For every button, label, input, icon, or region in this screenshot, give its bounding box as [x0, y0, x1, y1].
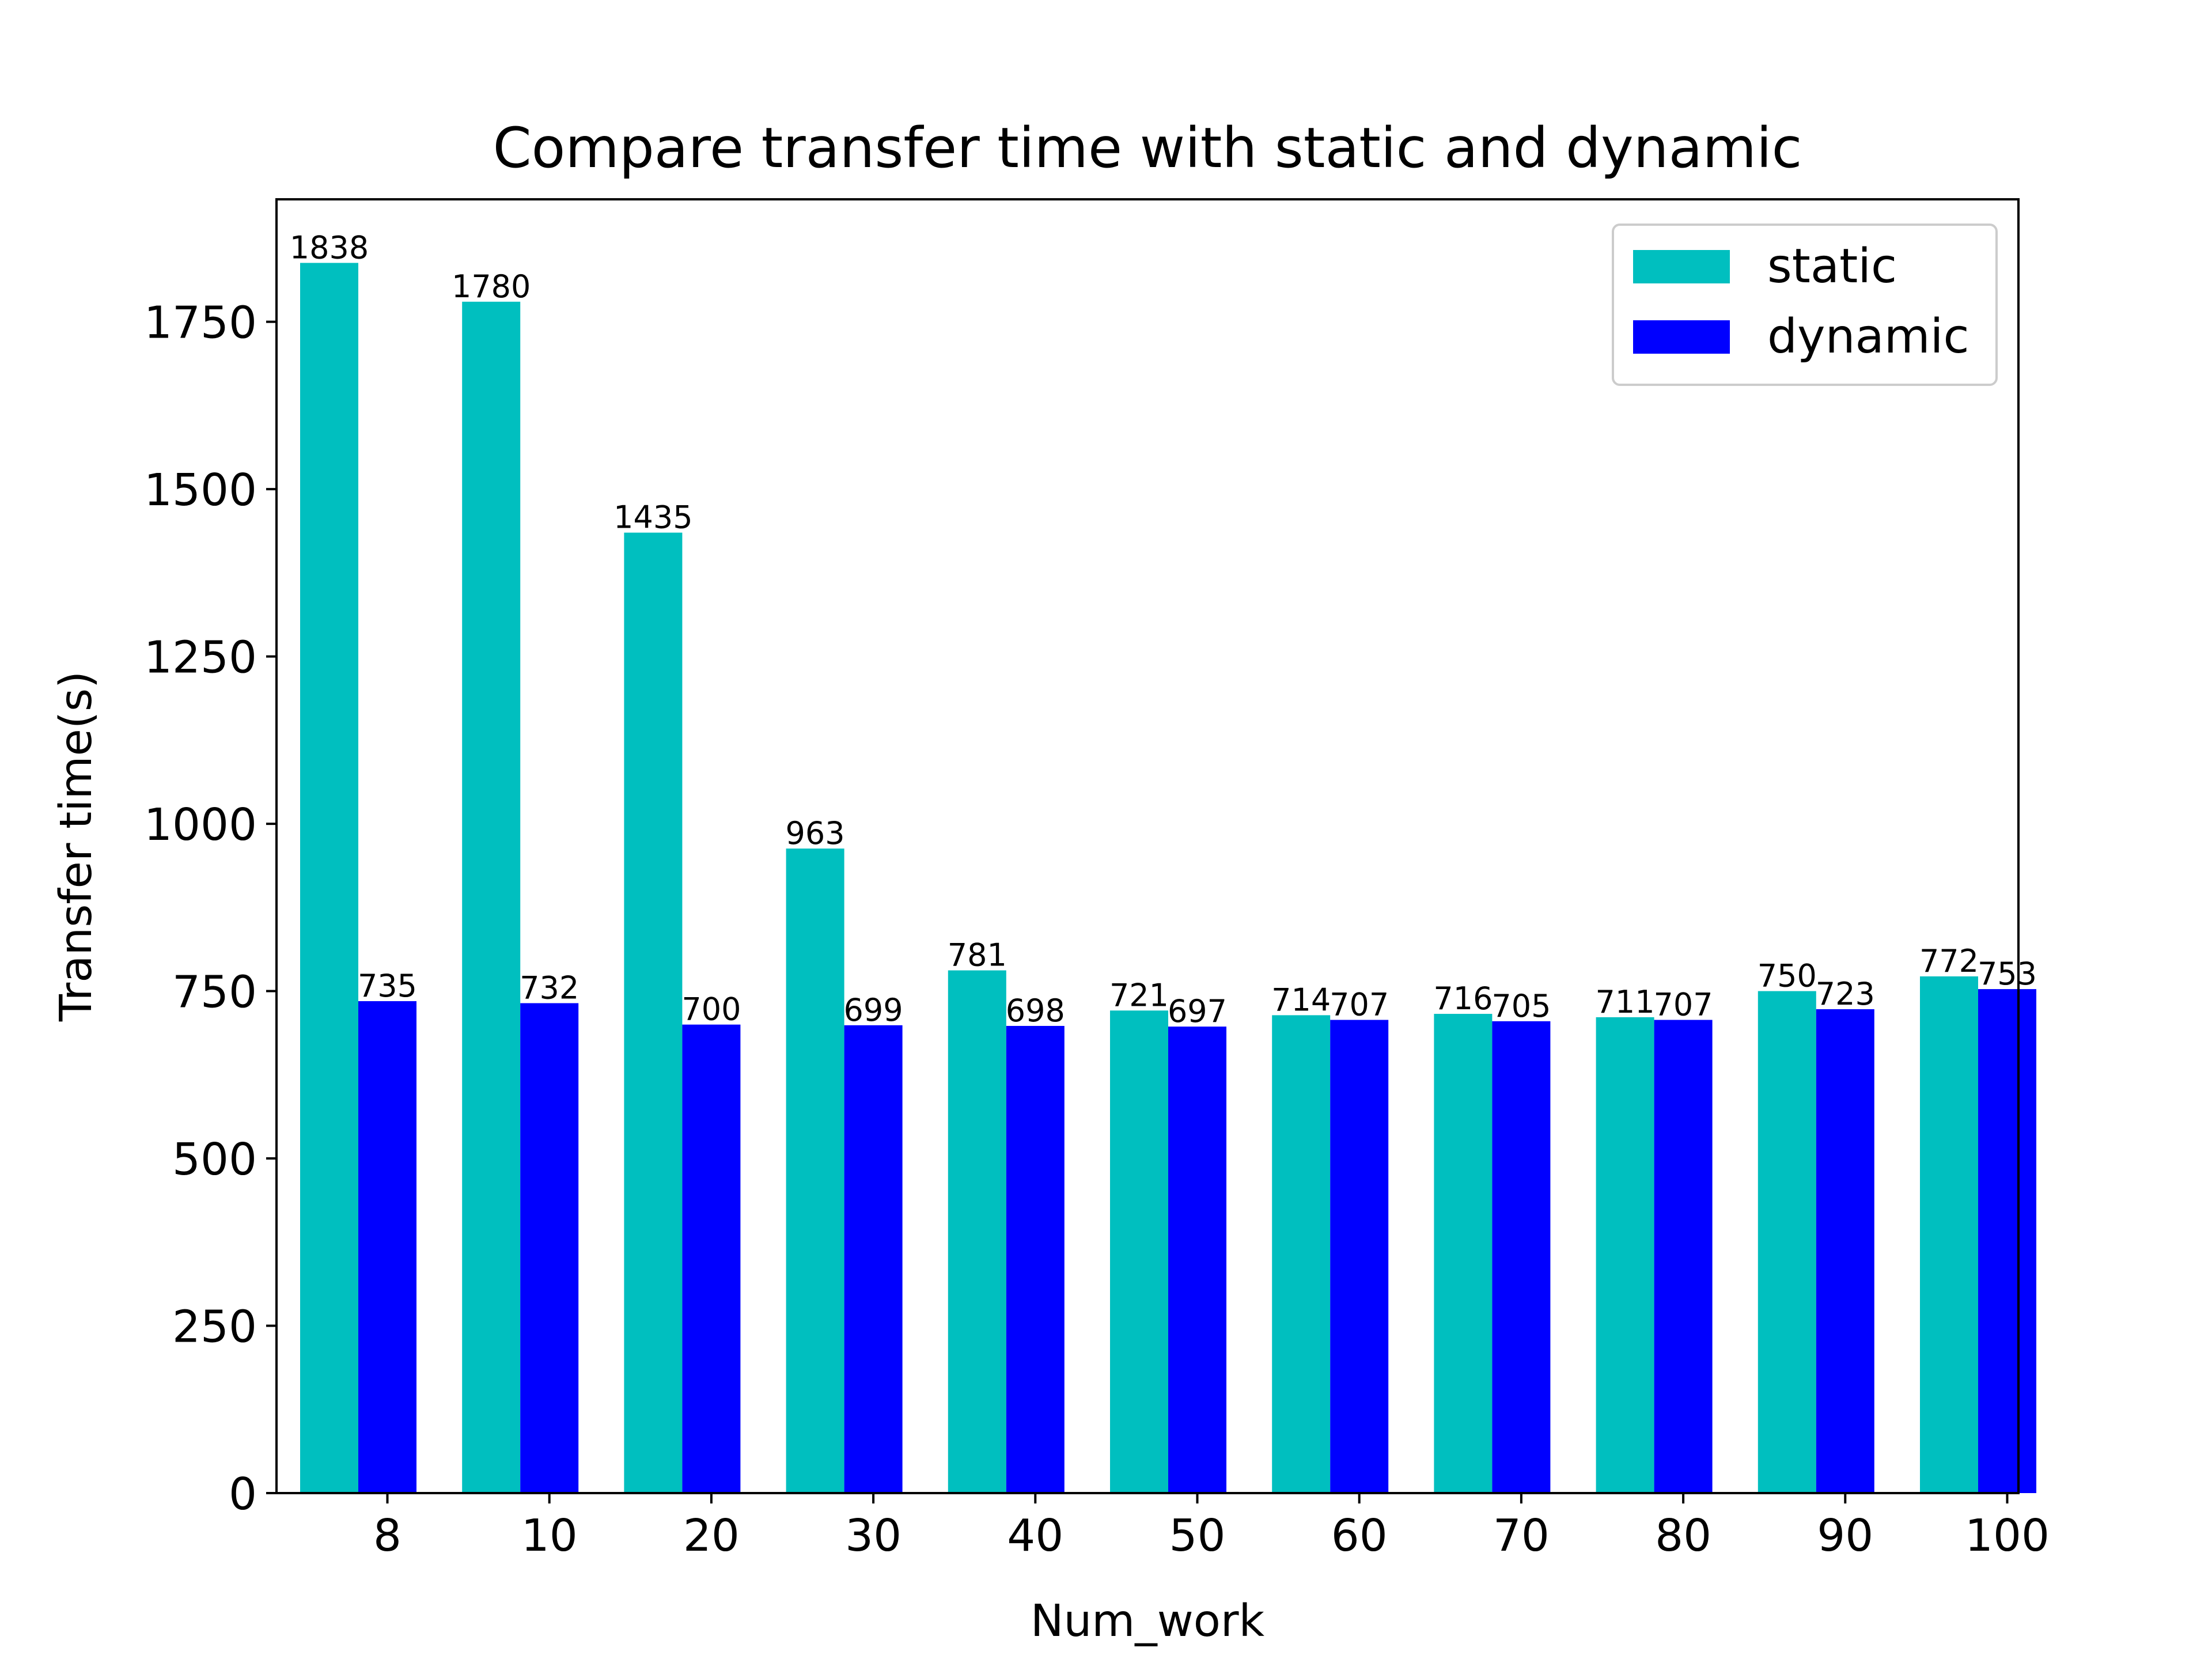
bar-label-dynamic-40: 698 — [1006, 993, 1065, 1029]
bar-static-80 — [1596, 1017, 1654, 1493]
bar-dynamic-20 — [682, 1024, 741, 1493]
bar-dynamic-30 — [844, 1025, 903, 1493]
bars-layer — [300, 263, 2036, 1493]
bar-dynamic-70 — [1492, 1021, 1551, 1493]
x-tick-label-20: 20 — [683, 1510, 740, 1562]
bar-dynamic-8 — [358, 1001, 416, 1493]
legend: static dynamic — [1612, 224, 1998, 386]
legend-label-static: static — [1767, 239, 1897, 294]
x-axis-label: Num_work — [1031, 1596, 1265, 1647]
x-tick-label-10: 10 — [521, 1510, 578, 1562]
bar-dynamic-40 — [1006, 1025, 1065, 1493]
bar-static-100 — [1920, 976, 1978, 1493]
y-tick-label-500: 500 — [172, 1134, 257, 1185]
bar-static-90 — [1758, 991, 1816, 1493]
bar-label-static-40: 781 — [948, 937, 1007, 974]
y-tick-label-1000: 1000 — [144, 800, 257, 851]
bar-label-static-30: 963 — [786, 815, 845, 851]
bar-label-dynamic-20: 700 — [681, 991, 741, 1028]
bar-static-70 — [1434, 1014, 1493, 1493]
x-tick-label-8: 8 — [373, 1510, 402, 1562]
bar-label-dynamic-90: 723 — [1816, 976, 1875, 1012]
x-tick-label-30: 30 — [845, 1510, 902, 1562]
x-tick-label-60: 60 — [1331, 1510, 1388, 1562]
bar-static-20 — [624, 532, 683, 1493]
bar-static-40 — [948, 970, 1006, 1493]
bar-static-60 — [1272, 1015, 1331, 1493]
x-tick-label-50: 50 — [1169, 1510, 1226, 1562]
bar-label-dynamic-100: 753 — [1978, 956, 2037, 992]
x-axis-ticks: 8 10 20 30 40 50 60 70 80 90 100 — [373, 1493, 2050, 1562]
bar-dynamic-10 — [520, 1003, 579, 1493]
bar-static-8 — [300, 263, 358, 1493]
bar-label-static-70: 716 — [1433, 980, 1493, 1017]
bar-dynamic-90 — [1816, 1009, 1874, 1493]
y-tick-label-1750: 1750 — [144, 298, 257, 349]
x-tick-label-80: 80 — [1655, 1510, 1711, 1562]
y-tick-label-250: 250 — [172, 1302, 257, 1353]
bar-label-dynamic-10: 732 — [520, 969, 579, 1006]
bar-dynamic-100 — [1978, 989, 2036, 1493]
bar-dynamic-60 — [1330, 1020, 1389, 1493]
x-tick-label-100: 100 — [1965, 1510, 2050, 1562]
y-tick-label-0: 0 — [229, 1469, 257, 1520]
bar-label-static-10: 1780 — [452, 268, 531, 305]
y-tick-label-1500: 1500 — [144, 465, 257, 516]
chart-title: Compare transfer time with static and dy… — [493, 116, 1802, 180]
legend-label-dynamic: dynamic — [1767, 309, 1969, 364]
plot-frame — [275, 198, 2020, 1494]
x-tick-label-40: 40 — [1007, 1510, 1063, 1562]
x-tick-label-70: 70 — [1493, 1510, 1550, 1562]
bar-dynamic-50 — [1168, 1027, 1226, 1493]
legend-swatch-dynamic — [1633, 320, 1730, 354]
bar-label-static-100: 772 — [1919, 943, 1979, 979]
x-tick-label-90: 90 — [1817, 1510, 1873, 1562]
y-tick-label-1250: 1250 — [144, 632, 257, 684]
bar-label-static-20: 1435 — [613, 499, 692, 536]
legend-swatch-static — [1633, 250, 1730, 283]
bar-label-static-50: 721 — [1109, 977, 1169, 1013]
bar-label-dynamic-70: 705 — [1491, 988, 1551, 1024]
bar-label-static-80: 711 — [1596, 984, 1655, 1020]
y-tick-label-750: 750 — [172, 967, 257, 1018]
y-axis-ticks: 0 250 500 750 1000 1250 1500 1750 — [144, 298, 276, 1520]
bar-static-10 — [462, 301, 521, 1493]
bar-label-static-60: 714 — [1271, 982, 1331, 1018]
bar-static-30 — [786, 849, 844, 1493]
bar-label-dynamic-30: 699 — [844, 992, 903, 1028]
bar-label-static-90: 750 — [1758, 958, 1817, 994]
bar-label-static-8: 1838 — [290, 229, 369, 266]
bar-label-dynamic-80: 707 — [1654, 987, 1713, 1023]
bar-static-50 — [1110, 1010, 1168, 1493]
bar-label-dynamic-50: 697 — [1168, 993, 1227, 1029]
bar-label-dynamic-8: 735 — [358, 968, 417, 1004]
y-axis-label: Transfer time(s) — [51, 671, 102, 1022]
bar-label-dynamic-60: 707 — [1330, 987, 1389, 1023]
bar-dynamic-80 — [1654, 1020, 1713, 1493]
